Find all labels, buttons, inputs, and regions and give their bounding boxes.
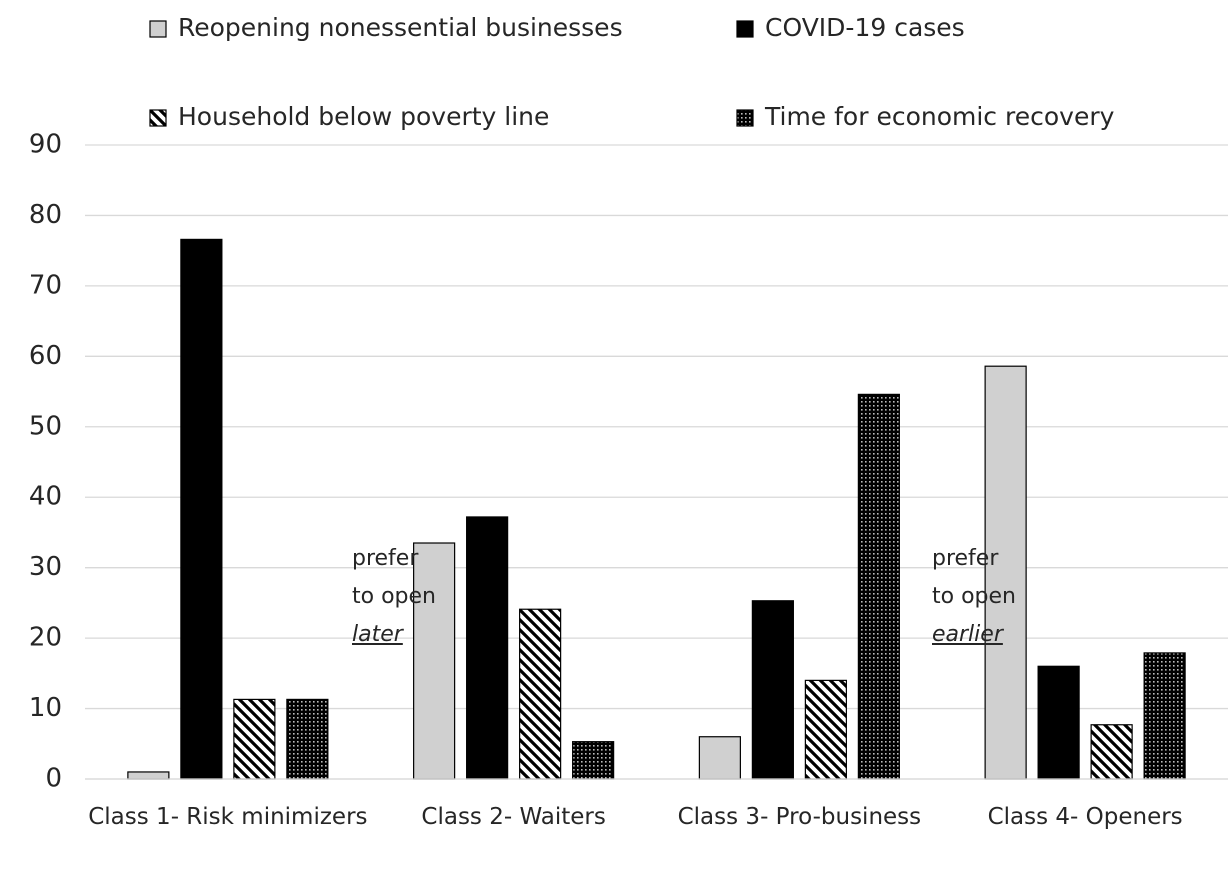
bar: [857, 393, 900, 780]
annotation: prefer to open earlier: [932, 540, 1016, 654]
annotation-line: to open: [352, 584, 436, 609]
bar: [233, 698, 276, 780]
annotation-line: prefer: [932, 546, 999, 571]
legend-label: Household below poverty line: [178, 102, 549, 131]
y-tick-label: 90: [29, 130, 62, 160]
y-tick-label: 70: [29, 270, 62, 300]
legend-label: Time for economic recovery: [764, 102, 1115, 131]
legend-swatch: [736, 20, 754, 38]
x-tick-label: Class 1- Risk minimizers: [88, 804, 368, 830]
annotation: prefer to open later: [352, 540, 436, 654]
bar: [180, 238, 223, 780]
bar: [1090, 724, 1133, 780]
y-tick-label: 60: [29, 341, 62, 371]
y-tick-label: 50: [29, 411, 62, 441]
annotation-line: later: [352, 622, 403, 647]
legend-swatch: [736, 109, 754, 127]
bar: [519, 608, 562, 780]
y-tick-label: 0: [45, 764, 62, 794]
x-tick-label: Class 2- Waiters: [421, 804, 606, 830]
y-tick-label: 20: [29, 623, 62, 653]
bar: [698, 736, 741, 780]
y-tick-label: 10: [29, 693, 62, 723]
annotation-line: earlier: [932, 622, 1003, 647]
legend-swatch: [149, 20, 167, 38]
legend-label: COVID-19 cases: [765, 13, 965, 42]
bar: [127, 771, 170, 780]
y-tick-label: 80: [29, 200, 62, 230]
bar: [984, 365, 1027, 780]
annotation-line: prefer: [352, 546, 419, 571]
bar: [572, 741, 615, 780]
x-tick-label: Class 3- Pro-business: [677, 804, 922, 830]
legend-label: Reopening nonessential businesses: [178, 13, 623, 42]
y-tick-label: 30: [29, 552, 62, 582]
legend-swatch: [149, 109, 167, 127]
bar: [286, 698, 329, 780]
bar: [413, 542, 456, 780]
bar: [804, 679, 847, 780]
y-tick-label: 40: [29, 482, 62, 512]
annotation-line: to open: [932, 584, 1016, 609]
bar: [1037, 665, 1080, 780]
bar: [751, 600, 794, 780]
bar: [1143, 652, 1186, 780]
bar: [466, 516, 509, 780]
x-tick-label: Class 4- Openers: [987, 804, 1183, 830]
